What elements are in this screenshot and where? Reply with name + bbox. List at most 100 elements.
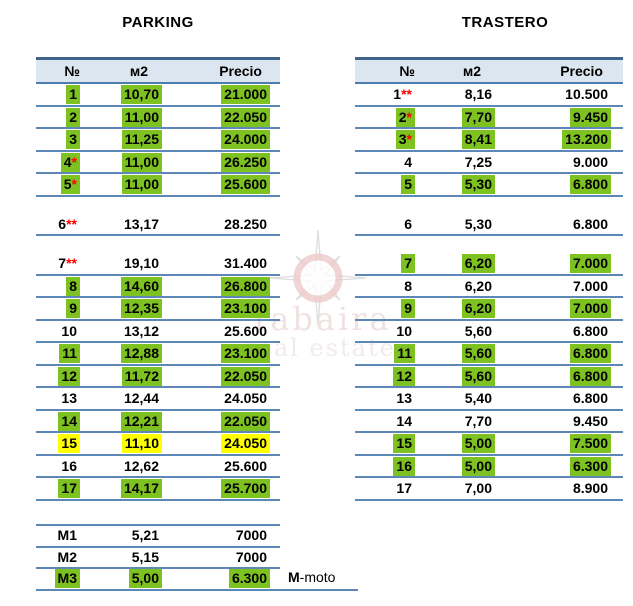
highlighted-value: 6.800	[569, 344, 611, 363]
price-cell: 25.600	[162, 321, 270, 342]
table-row: 12 11,72 22.050	[36, 366, 280, 388]
highlighted-value: 2*	[395, 107, 415, 127]
highlighted-value: 15	[58, 434, 80, 453]
price-cell: 9.450	[495, 411, 611, 432]
trastero-group-0: 1** 8,16 10.500 2* 7,70 9.450 3* 8,41 13.200 4 7,2…	[355, 84, 623, 197]
column-header: Precio	[219, 63, 262, 79]
highlighted-value: 5,00	[461, 456, 495, 476]
m2-cell: 13,12	[80, 321, 162, 342]
table-row: 16 12,62 25.600	[36, 456, 280, 478]
highlighted-value: 8,41	[461, 130, 495, 149]
value: 7,70	[464, 412, 492, 429]
highlighted-value: 14,17	[120, 479, 162, 498]
column-header: №	[399, 63, 415, 79]
table-row: 10 5,60 6.800	[355, 321, 623, 343]
highlighted-value: 11,00	[121, 107, 162, 127]
m2-cell: 12,62	[80, 456, 162, 477]
table-row: 2* 7,70 9.450	[355, 107, 623, 129]
highlighted-value: 12,35	[120, 299, 162, 318]
parking-group-0: 1 10,70 21.000 2 11,00 22.050 3 11,25 24.000 4* 11…	[36, 84, 280, 197]
table-row: 17 7,00 8.900	[355, 478, 623, 501]
highlighted-value: 24.050	[221, 434, 270, 453]
price-cell: 25.600	[162, 174, 270, 195]
m2-cell: 5,00	[415, 456, 495, 477]
value: 5,40	[464, 390, 492, 406]
price-cell: 7.000	[495, 253, 611, 274]
highlighted-value: 9.450	[569, 107, 611, 127]
num-cell: 9	[36, 298, 80, 319]
m2-cell: 5,30	[415, 214, 495, 235]
num-cell: 4*	[36, 152, 80, 173]
price-cell: 10.500	[495, 84, 611, 105]
value: 25.600	[224, 457, 267, 474]
m2-cell: 11,00	[80, 152, 162, 173]
num-cell: M3	[36, 569, 80, 589]
highlighted-value: 5,00	[461, 434, 495, 453]
price-cell: 6.800	[495, 174, 611, 195]
highlighted-value: 22.050	[221, 366, 270, 386]
num-cell: 1**	[355, 84, 415, 105]
table-row: 6 5,30 6.800	[355, 214, 623, 236]
value: 12,62	[123, 457, 159, 474]
highlighted-value: 7	[401, 254, 415, 273]
highlighted-value: 22.050	[221, 107, 270, 127]
highlighted-value: 7.000	[569, 299, 611, 318]
value: 31.400	[224, 255, 267, 271]
price-cell: 9.000	[495, 152, 611, 173]
price-cell: 23.100	[162, 298, 270, 319]
red-asterisk: *	[406, 108, 412, 125]
num-cell: 7**	[36, 253, 80, 274]
highlighted-value: 7.000	[569, 254, 611, 273]
parking-table: № м2 Precio 1 10,70 21.000 2 11,00 22.050 3 11,25 2…	[36, 57, 280, 591]
highlighted-value: 5,00	[128, 569, 162, 588]
value: 9.450	[572, 412, 608, 429]
value: 14	[396, 412, 412, 429]
highlighted-value: 5*	[60, 175, 80, 194]
price-cell: 6.800	[495, 214, 611, 235]
m2-cell: 12,44	[80, 388, 162, 409]
highlighted-value: 23.100	[221, 299, 270, 318]
price-cell: 23.100	[162, 343, 270, 364]
trastero-table: № м2 Precio 1** 8,16 10.500 2* 7,70 9.450 3* 8,41 1…	[355, 57, 623, 501]
red-asterisk: *	[71, 153, 77, 170]
column-header: №	[64, 63, 80, 79]
table-row: 1 10,70 21.000	[36, 84, 280, 107]
value: 8,16	[464, 86, 492, 102]
table-row: 6** 13,17 28.250	[36, 214, 280, 236]
price-cell: 22.050	[162, 411, 270, 432]
table-row: 11 5,60 6.800	[355, 343, 623, 366]
m2-cell: 7,25	[415, 152, 495, 173]
num-cell: 10	[36, 321, 80, 342]
price-cell: 31.400	[162, 253, 270, 274]
num-cell: 3	[36, 129, 80, 150]
red-asterisk: **	[66, 215, 77, 232]
trastero-header-row: № м2 Precio	[355, 57, 623, 84]
num-cell: 4	[355, 152, 415, 173]
highlighted-value: 6.300	[569, 456, 611, 476]
highlighted-value: 24.000	[221, 130, 270, 149]
num-cell: 16	[355, 456, 415, 477]
num-cell: 2*	[355, 107, 415, 128]
highlighted-value: 2	[66, 107, 80, 127]
price-cell: 6.800	[495, 388, 611, 409]
num-cell: 8	[36, 276, 80, 297]
m2-cell: 11,00	[80, 107, 162, 128]
m2-cell: 5,60	[415, 343, 495, 364]
price-cell: 24.050	[162, 388, 270, 409]
parking-group-2: 7** 19,10 31.400 8 14,60 26.800 9 12,35 23.100 10…	[36, 253, 280, 501]
highlighted-value: 3	[66, 130, 80, 149]
highlighted-value: 14,60	[120, 276, 162, 296]
value: 25.600	[224, 322, 267, 339]
m2-cell: 7,70	[415, 107, 495, 128]
price-cell: 7.000	[495, 276, 611, 297]
value: 13	[396, 390, 412, 406]
highlighted-value: 5,30	[461, 175, 495, 194]
value: 8.900	[572, 480, 608, 496]
value: 5,15	[131, 548, 159, 565]
num-cell: 6	[355, 214, 415, 235]
m2-cell: 5,21	[80, 526, 162, 546]
num-cell: 13	[355, 388, 415, 409]
value: 13,17	[123, 215, 159, 232]
num-cell: M1	[36, 526, 80, 546]
